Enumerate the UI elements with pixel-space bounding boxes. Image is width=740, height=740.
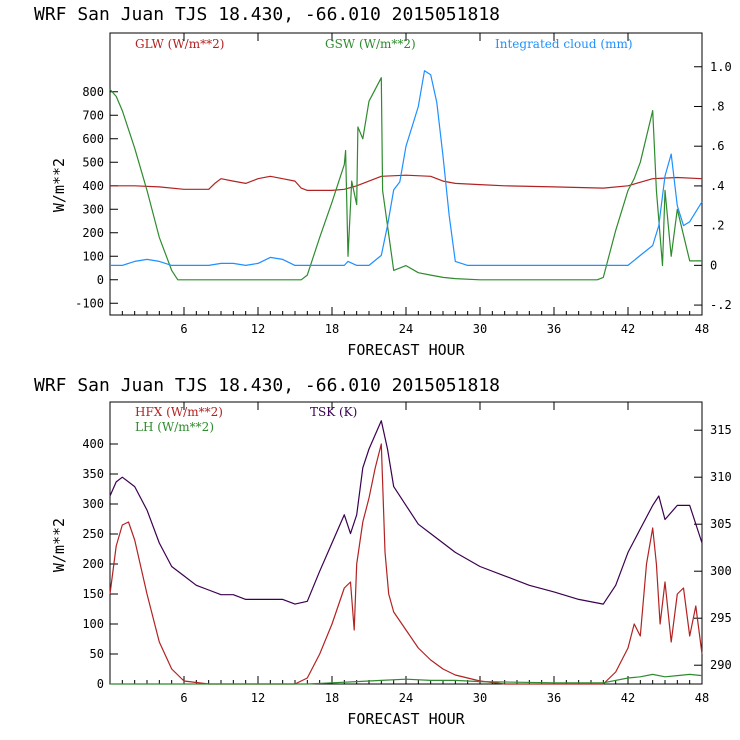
bottom-x-tick-label: 30 <box>473 691 487 705</box>
bottom-x-tick-label: 36 <box>547 691 561 705</box>
bottom-chart-x-axis-label: FORECAST HOUR <box>347 710 465 728</box>
bottom-chart-title: WRF San Juan TJS 18.430, -66.010 2015051… <box>34 375 500 396</box>
top-chart-plot-area <box>109 32 703 316</box>
top-x-tick-label: 18 <box>325 322 339 336</box>
bottom-y-tick-label: 200 <box>82 557 104 571</box>
top-y-tick-label: 400 <box>82 179 104 193</box>
bottom-y-tick-label: 350 <box>82 467 104 481</box>
bottom-y2-tick-label: 290 <box>710 658 732 672</box>
top-y2-tick-label: .8 <box>710 99 724 113</box>
bottom-y2-tick-label: 310 <box>710 470 732 484</box>
top-y2-tick-label: 0 <box>710 258 717 272</box>
bottom-legend-hfx: HFX (W/m**2) <box>135 405 223 419</box>
top-y2-tick-label: -.2 <box>710 298 732 312</box>
bottom-series-line-1 <box>110 673 703 685</box>
bottom-y-tick-label: 100 <box>82 617 104 631</box>
bottom-y-tick-label: 50 <box>90 647 104 661</box>
bottom-chart-plot-area <box>109 401 703 685</box>
top-legend-cloud: Integrated cloud (mm) <box>495 37 633 51</box>
top-x-tick-label: 30 <box>473 322 487 336</box>
bottom-series-line-2 <box>109 420 703 605</box>
bottom-y2-tick-label: 305 <box>710 517 732 531</box>
top-y-tick-label: 100 <box>82 249 104 263</box>
top-x-tick-label: 12 <box>251 322 265 336</box>
bottom-x-tick-label: 18 <box>325 691 339 705</box>
top-chart: WRF San Juan TJS 18.430, -66.010 2015051… <box>34 4 732 359</box>
top-legend-gsw: GSW (W/m**2) <box>325 37 416 51</box>
top-y2-tick-label: .4 <box>710 179 724 193</box>
top-x-tick-label: 6 <box>180 322 187 336</box>
top-y-tick-label: 0 <box>97 273 104 287</box>
bottom-x-tick-label: 42 <box>621 691 635 705</box>
bottom-chart: WRF San Juan TJS 18.430, -66.010 2015051… <box>34 375 732 728</box>
bottom-x-tick-label: 24 <box>399 691 413 705</box>
top-y2-tick-label: 1.0 <box>710 60 732 74</box>
bottom-legend-tsk: TSK (K) <box>310 405 357 419</box>
top-series-line-0 <box>110 174 703 191</box>
bottom-legend-lh: LH (W/m**2) <box>135 420 214 434</box>
bottom-x-tick-label: 12 <box>251 691 265 705</box>
top-x-tick-label: 42 <box>621 322 635 336</box>
top-y2-tick-label: .6 <box>710 139 724 153</box>
bottom-y2-tick-label: 300 <box>710 564 732 578</box>
top-x-tick-label: 24 <box>399 322 413 336</box>
top-y-tick-label: 500 <box>82 155 104 169</box>
bottom-y-tick-label: 250 <box>82 527 104 541</box>
bottom-y-tick-label: 400 <box>82 437 104 451</box>
bottom-x-tick-label: 6 <box>180 691 187 705</box>
top-chart-title: WRF San Juan TJS 18.430, -66.010 2015051… <box>34 4 500 25</box>
top-x-tick-label: 36 <box>547 322 561 336</box>
top-series-line-1 <box>109 77 702 281</box>
top-series-line-2 <box>110 70 703 266</box>
top-y-tick-label: -100 <box>75 296 104 310</box>
bottom-x-tick-label: 48 <box>695 691 709 705</box>
bottom-series-line-0 <box>109 443 703 685</box>
top-y2-tick-label: .2 <box>710 219 724 233</box>
bottom-y2-tick-label: 295 <box>710 611 732 625</box>
top-chart-x-axis-label: FORECAST HOUR <box>347 341 465 359</box>
top-y-tick-label: 300 <box>82 202 104 216</box>
bottom-y-tick-label: 0 <box>97 677 104 691</box>
bottom-y-tick-label: 150 <box>82 587 104 601</box>
top-y-tick-label: 600 <box>82 132 104 146</box>
top-x-tick-label: 48 <box>695 322 709 336</box>
top-chart-y-axis-label: W/m**2 <box>50 158 68 212</box>
bottom-chart-y-axis-label: W/m**2 <box>50 518 68 572</box>
bottom-y-tick-label: 300 <box>82 497 104 511</box>
top-y-tick-label: 700 <box>82 108 104 122</box>
top-y-tick-label: 800 <box>82 85 104 99</box>
top-legend-glw: GLW (W/m**2) <box>135 37 224 51</box>
bottom-y2-tick-label: 315 <box>710 423 732 437</box>
top-y-tick-label: 200 <box>82 226 104 240</box>
